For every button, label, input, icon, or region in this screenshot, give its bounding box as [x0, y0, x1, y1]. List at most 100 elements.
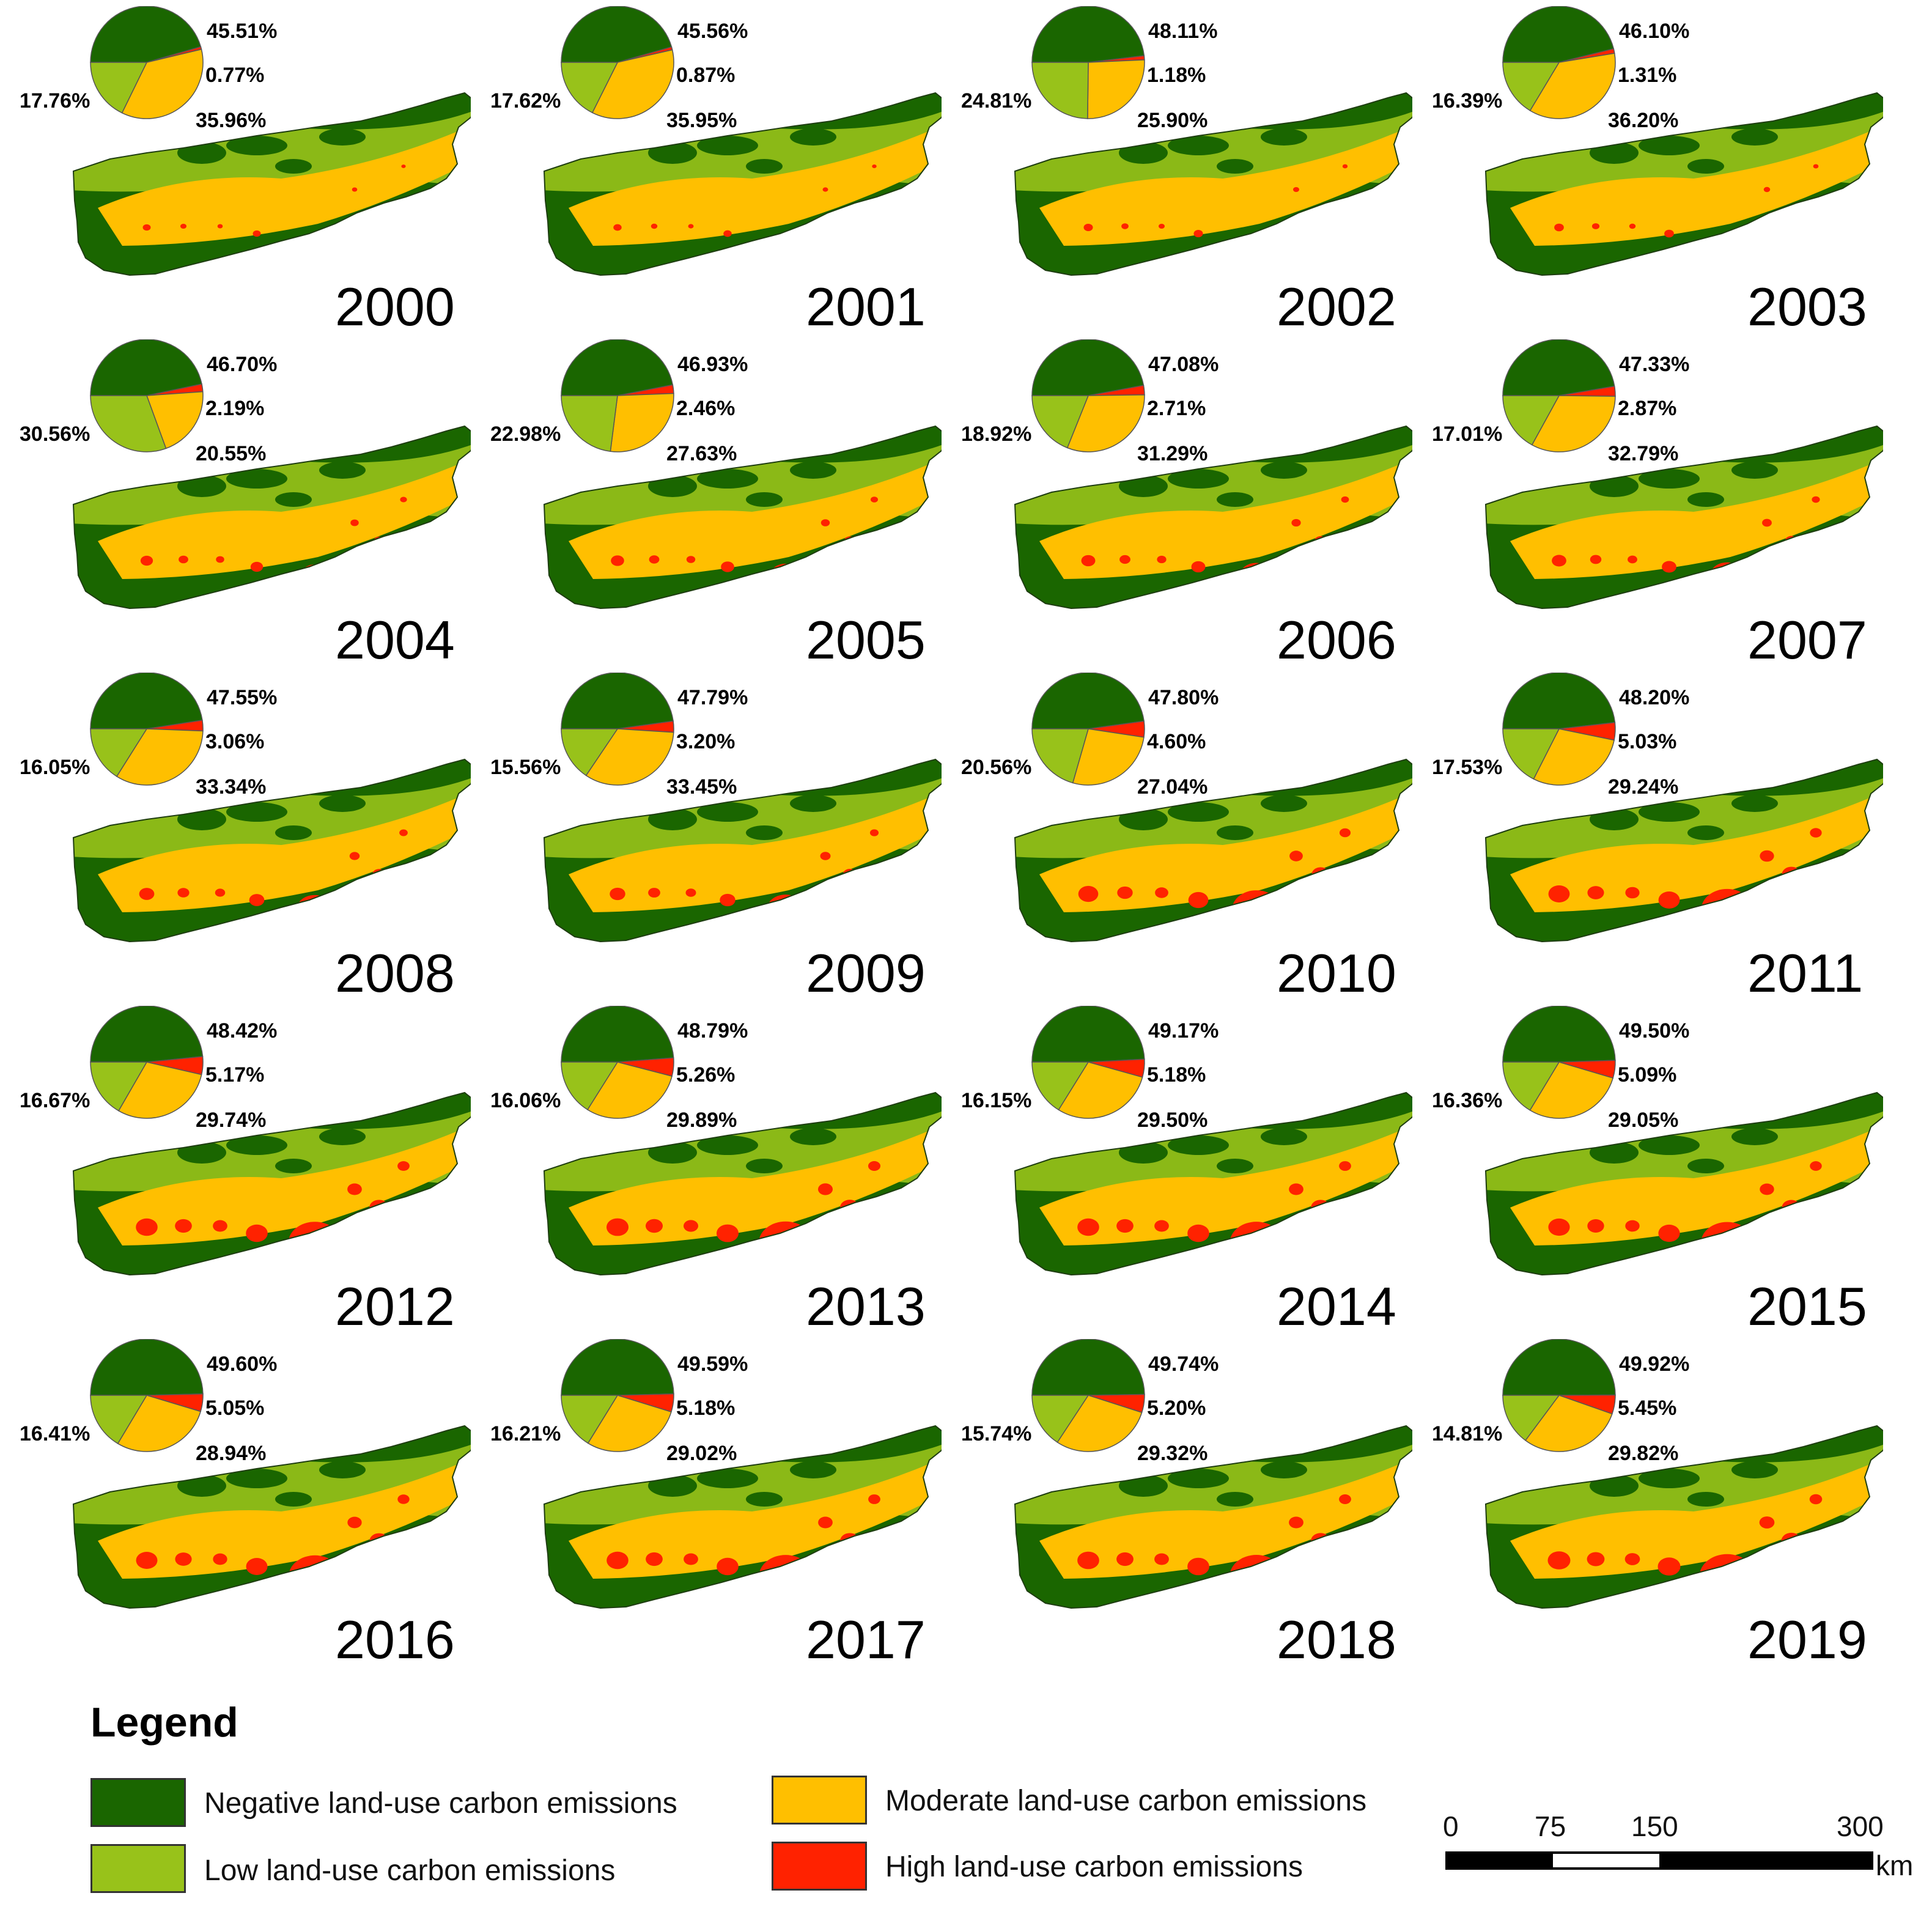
map-panel-2019: 49.92% 5.45% 14.81% 29.82% 2019	[1412, 1339, 1883, 1672]
pie-slice-negative	[1031, 339, 1145, 396]
region-map-2004	[72, 339, 471, 610]
pie-slice-negative	[90, 1006, 204, 1063]
pie-slice-negative	[90, 339, 202, 396]
pct-label-moderate: 29.74%	[196, 1109, 267, 1132]
pie-slice-moderate	[1524, 1395, 1613, 1452]
region-map-2006	[1014, 339, 1412, 610]
pct-label-low: 16.39%	[1432, 89, 1503, 113]
pie-chart	[561, 6, 674, 119]
pct-label-high: 1.18%	[1147, 64, 1206, 87]
pie-chart	[1031, 6, 1145, 119]
pct-label-moderate: 29.24%	[1608, 775, 1679, 799]
pct-label-negative: 47.55%	[207, 686, 278, 709]
year-label: 2008	[335, 943, 455, 1003]
pct-label-negative: 46.93%	[677, 353, 748, 376]
legend: Legend Negative land-use carbon emission…	[0, 1688, 1932, 1915]
legend-title: Legend	[90, 1699, 238, 1746]
pie-slice-low	[561, 1061, 619, 1110]
pct-label-negative: 47.33%	[1619, 353, 1690, 376]
pie-slice-low	[90, 728, 148, 777]
pct-label-moderate: 28.94%	[196, 1442, 267, 1465]
pct-label-negative: 45.51%	[207, 20, 278, 43]
pct-label-negative: 49.92%	[1619, 1352, 1690, 1376]
map-panel-grid: 45.51% 0.77% 17.76% 35.96% 2000 45.56% 0.87% 17…	[0, 6, 1883, 1672]
year-label: 2002	[1277, 276, 1396, 337]
pie-slice-moderate	[587, 1395, 672, 1452]
region-map-2015	[1484, 1006, 1883, 1276]
pie-slice-negative	[561, 1339, 674, 1396]
pie-slice-low	[1031, 1061, 1090, 1111]
pct-label-moderate: 31.29%	[1137, 442, 1208, 465]
scale-tick-75: 75	[1535, 1810, 1566, 1842]
pie-slice-negative	[1031, 6, 1145, 63]
legend-swatch-low	[90, 1844, 186, 1893]
pct-label-negative: 48.79%	[677, 1019, 748, 1042]
pie-slice-low	[561, 62, 619, 114]
pie-slice-negative	[1031, 673, 1145, 729]
legend-label-moderate: Moderate land-use carbon emissions	[885, 1785, 1367, 1817]
pct-label-negative: 47.80%	[1148, 686, 1219, 709]
year-label: 2018	[1277, 1609, 1396, 1670]
pct-label-moderate: 33.45%	[666, 775, 737, 799]
pie-slice-negative	[90, 1339, 204, 1396]
pie-slice-negative	[561, 339, 674, 396]
pie-chart	[1031, 673, 1145, 786]
pie-slice-low	[1502, 395, 1560, 446]
pie-slice-moderate	[121, 48, 204, 119]
legend-swatch-moderate	[772, 1776, 867, 1825]
pct-label-high: 0.87%	[676, 64, 736, 87]
scale-tick-150: 150	[1631, 1810, 1678, 1842]
pie-slice-negative	[1502, 6, 1615, 63]
year-label: 2000	[335, 276, 455, 337]
map-panel-2008: 47.55% 3.06% 16.05% 33.34% 2008	[0, 673, 471, 1006]
pct-label-moderate: 29.32%	[1137, 1442, 1208, 1465]
pie-chart	[561, 1006, 674, 1119]
pie-chart	[1502, 6, 1616, 119]
region-map-2009	[543, 673, 942, 943]
pie-slice-moderate	[1533, 728, 1615, 786]
pct-label-negative: 49.17%	[1148, 1019, 1219, 1042]
pct-label-negative: 46.70%	[207, 353, 278, 376]
region-map-2014	[1014, 1006, 1412, 1276]
map-panel-2009: 47.79% 3.20% 15.56% 33.45% 2009	[471, 673, 942, 1006]
pct-label-moderate: 35.95%	[666, 109, 737, 132]
pie-slice-low	[1031, 728, 1089, 784]
pie-chart	[1031, 1339, 1145, 1452]
pie-slice-negative	[1502, 339, 1615, 396]
pct-label-moderate: 35.96%	[196, 109, 267, 132]
pct-label-low: 16.41%	[20, 1422, 90, 1445]
region-map-2010	[1014, 673, 1412, 943]
pct-label-low: 17.53%	[1432, 756, 1503, 779]
pie-slice-negative	[561, 1006, 674, 1063]
year-label: 2011	[1747, 943, 1864, 1003]
pie-slice-moderate	[117, 1061, 202, 1119]
pct-label-high: 5.09%	[1618, 1063, 1677, 1087]
map-panel-2006: 47.08% 2.71% 18.92% 31.29% 2006	[942, 339, 1412, 673]
year-label: 2015	[1747, 1276, 1867, 1337]
pct-label-low: 30.56%	[20, 422, 90, 446]
pie-chart	[1502, 1006, 1616, 1119]
pct-label-moderate: 29.02%	[666, 1442, 737, 1465]
pie-slice-moderate	[610, 393, 674, 452]
pie-slice-low	[90, 62, 148, 114]
pct-label-negative: 49.60%	[207, 1352, 278, 1376]
legend-swatch-negative	[90, 1778, 186, 1827]
pie-chart	[561, 673, 674, 786]
pct-label-low: 15.74%	[961, 1422, 1032, 1445]
pct-label-high: 2.46%	[676, 397, 736, 420]
region-map-2019	[1484, 1339, 1883, 1609]
region-map-2002	[1014, 6, 1412, 276]
pct-label-moderate: 33.34%	[196, 775, 267, 799]
year-label: 2013	[806, 1276, 926, 1337]
pie-slice-moderate	[591, 49, 674, 119]
legend-label-low: Low land-use carbon emissions	[204, 1854, 616, 1887]
pct-label-negative: 48.11%	[1148, 20, 1218, 43]
pct-label-low: 17.01%	[1432, 422, 1503, 446]
pct-label-low: 22.98%	[490, 422, 561, 446]
map-panel-2018: 49.74% 5.20% 15.74% 29.32% 2018	[942, 1339, 1412, 1672]
pct-label-high: 3.06%	[205, 730, 265, 753]
map-panel-2014: 49.17% 5.18% 16.15% 29.50% 2014	[942, 1006, 1412, 1339]
map-panel-2001: 45.56% 0.87% 17.62% 35.95% 2001	[471, 6, 942, 339]
pie-chart	[1031, 1006, 1145, 1119]
region-map-2011	[1484, 673, 1883, 943]
